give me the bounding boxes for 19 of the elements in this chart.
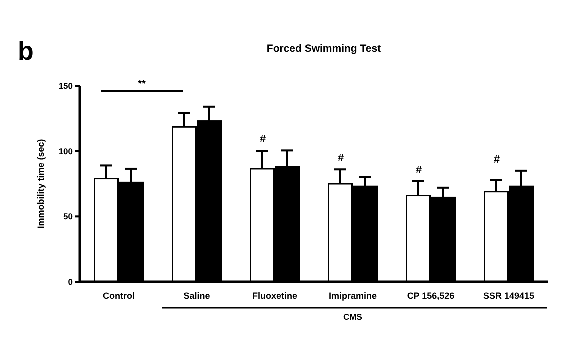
y-tick-label: 100 [58, 146, 74, 156]
y-tick-label: 50 [64, 212, 74, 222]
x-tick-label: Control [103, 291, 135, 301]
annotation: # [338, 152, 344, 165]
text: b [18, 36, 34, 66]
x-tick-label: SSR 149415 [483, 291, 535, 301]
annotation: ** [138, 79, 146, 90]
text: CMS [344, 312, 363, 322]
chart-title: Forced Swimming Test [266, 43, 382, 55]
annotation: # [260, 134, 266, 146]
x-tick-label: Saline [184, 291, 210, 301]
x-tick-label: Imipramine [328, 291, 378, 301]
annotation: # [494, 154, 500, 166]
annotation: # [416, 164, 422, 176]
y-tick-label: 0 [68, 276, 74, 287]
y-tick-label: 150 [58, 80, 74, 91]
x-tick-label: Fluoxetine [252, 291, 298, 301]
x-tick-label: CP 156,526 [407, 291, 455, 301]
y-axis-title: Immobility time (sec) [36, 139, 46, 229]
